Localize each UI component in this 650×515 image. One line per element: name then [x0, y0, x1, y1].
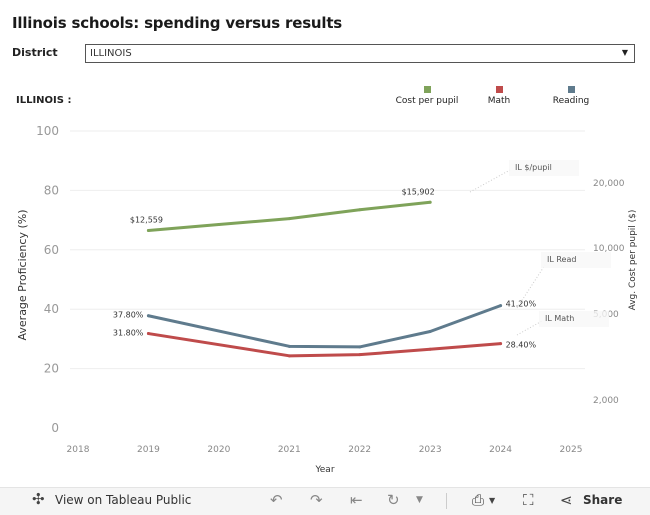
annotation-il-read-bg: [541, 252, 611, 268]
x-tick-label: 2020: [207, 445, 230, 455]
x-tick-label: 2024: [489, 445, 512, 455]
legend-item-math[interactable]: Math: [459, 86, 539, 106]
fullscreen-icon[interactable]: ⛶: [523, 491, 534, 509]
data-label-cost-end: $15,902: [402, 187, 435, 196]
y-right-tick-label: 2,000: [593, 396, 619, 406]
y-axis-title: Average Proficiency (%): [16, 210, 29, 341]
district-dropdown[interactable]: ILLINOIS ▼: [85, 44, 635, 63]
y-tick-label: 60: [44, 243, 59, 257]
data-point: [428, 347, 432, 351]
y-tick-label: 0: [51, 421, 59, 435]
data-point: [358, 345, 362, 349]
refresh-dropdown-icon[interactable]: ▼: [416, 495, 423, 505]
annotation-il-cost-leader: [469, 169, 511, 193]
toolbar-divider: [446, 493, 447, 509]
y-tick-label: 40: [44, 302, 59, 316]
view-on-tableau-link[interactable]: View on Tableau Public: [55, 493, 192, 507]
section-label: ILLINOIS :: [16, 95, 72, 106]
y-tick-label: 80: [44, 183, 59, 197]
x-tick-label: 2019: [137, 445, 160, 455]
line-chart[interactable]: 0204060801002,0005,00010,00020,000201820…: [0, 110, 650, 480]
legend-swatch-reading: [567, 86, 575, 93]
refresh-icon[interactable]: ↻: [387, 491, 400, 509]
data-point: [146, 332, 150, 336]
y-right-tick-label: 10,000: [593, 244, 625, 254]
legend-swatch-math: [495, 86, 503, 93]
annotation-il-math-leader: [516, 320, 543, 336]
data-point: [428, 200, 432, 204]
legend-label-cost: Cost per pupil: [395, 96, 459, 106]
x-tick-label: 2023: [419, 445, 442, 455]
district-dropdown-value: ILLINOIS: [90, 48, 132, 59]
data-label-math-end: 28.40%: [506, 341, 537, 350]
data-point: [217, 223, 221, 227]
district-filter-label: District: [12, 46, 58, 59]
data-point: [287, 217, 291, 221]
undo-icon[interactable]: ↶: [270, 491, 283, 509]
x-tick-label: 2022: [348, 445, 371, 455]
x-tick-label: 2018: [67, 445, 90, 455]
legend-item-reading[interactable]: Reading: [531, 86, 611, 106]
share-button[interactable]: Share: [583, 493, 623, 507]
tableau-icon[interactable]: ✣: [32, 490, 45, 508]
annotation-il-math: IL Math: [545, 314, 574, 323]
revert-icon[interactable]: ⇤: [350, 491, 363, 509]
annotation-il-cost-bg: [509, 160, 579, 176]
data-label-reading-end: 41.20%: [506, 300, 537, 309]
annotation-il-read-leader: [516, 264, 546, 309]
redo-icon[interactable]: ↷: [310, 491, 323, 509]
legend-item-cost[interactable]: Cost per pupil: [387, 86, 467, 106]
share-icon[interactable]: ⋖: [560, 491, 573, 509]
legend-swatch-cost: [423, 86, 431, 93]
y-tick-label: 20: [44, 362, 59, 376]
data-point: [499, 304, 503, 308]
data-label-math-start: 31.80%: [113, 329, 144, 338]
annotation-il-read: IL Read: [547, 255, 576, 264]
download-dropdown-icon[interactable]: ▼: [489, 496, 496, 505]
data-point: [146, 314, 150, 318]
download-icon[interactable]: ⎙: [472, 491, 485, 509]
legend-label-reading: Reading: [552, 96, 590, 106]
annotation-il-math-bg: [539, 311, 609, 327]
data-label-reading-start: 37.80%: [113, 311, 144, 320]
dropdown-arrow-icon[interactable]: ▼: [621, 48, 628, 57]
y-right-axis-title: Avg. Cost per pupil ($): [628, 210, 638, 311]
x-axis-title: Year: [314, 465, 334, 475]
data-point: [428, 329, 432, 333]
tableau-toolbar: ✣ View on Tableau Public ↶ ↷ ⇤ ↻ ▼ ⎙ ▼ ⛶…: [0, 487, 650, 515]
data-label-cost-start: $12,559: [130, 215, 163, 224]
data-point: [358, 208, 362, 212]
data-point: [287, 344, 291, 348]
data-point: [287, 354, 291, 358]
data-point: [146, 228, 150, 232]
data-point: [358, 353, 362, 357]
dashboard-title: Illinois schools: spending versus result…: [12, 14, 343, 32]
x-tick-label: 2021: [278, 445, 301, 455]
line-cost-per-pupil: [146, 200, 432, 232]
legend-label-math: Math: [487, 96, 511, 106]
y-tick-label: 100: [36, 124, 59, 138]
y-right-tick-label: 20,000: [593, 179, 625, 189]
line-math: [146, 332, 503, 358]
x-tick-label: 2025: [560, 445, 583, 455]
annotation-il-cost: IL $/pupil: [515, 163, 552, 172]
data-point: [499, 342, 503, 346]
